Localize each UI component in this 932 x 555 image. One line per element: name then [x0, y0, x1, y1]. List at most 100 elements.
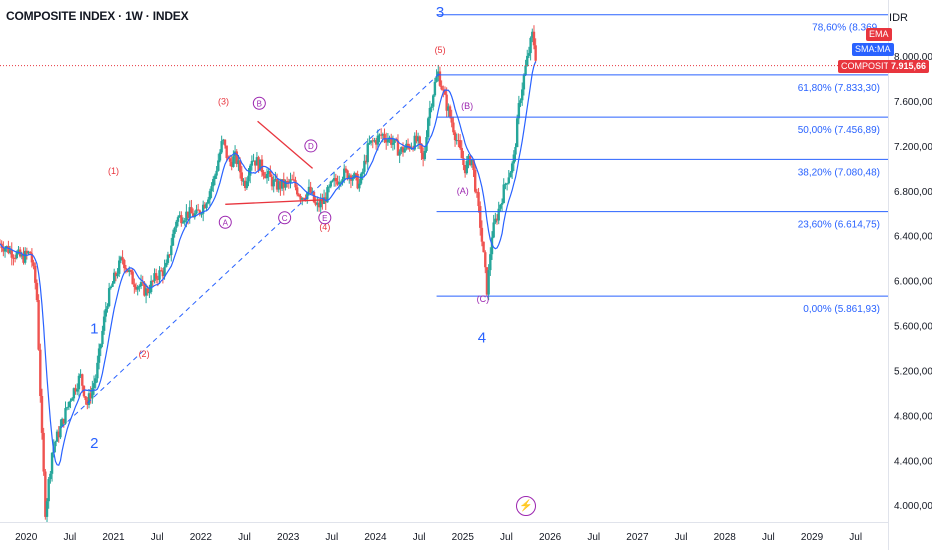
- candle-body: [458, 140, 462, 148]
- candle-body: [354, 173, 358, 175]
- candle-body: [215, 170, 218, 176]
- candle-body: [265, 174, 269, 179]
- candle-body: [91, 387, 94, 399]
- candle-body: [450, 116, 453, 123]
- candle-body: [386, 139, 390, 143]
- candle-body: [479, 206, 482, 228]
- candle-body: [337, 182, 341, 185]
- candle-body: [144, 288, 148, 296]
- candle-body: [20, 254, 24, 257]
- candle-body: [210, 186, 213, 192]
- candle-body: [218, 152, 222, 161]
- candle-body: [65, 407, 69, 409]
- candle-body: [359, 173, 363, 184]
- candle-body: [107, 288, 111, 307]
- candle-body: [96, 362, 99, 379]
- candle-body: [522, 75, 526, 90]
- candle-body: [327, 186, 331, 188]
- candle-body: [527, 53, 531, 56]
- candle-body: [29, 251, 32, 254]
- wave-circle-marker: [304, 139, 318, 153]
- candle-body: [312, 191, 316, 203]
- candle-body: [232, 156, 235, 167]
- candle-body: [243, 180, 247, 189]
- symbol-title[interactable]: COMPOSITE INDEX · 1W · INDEX: [6, 9, 189, 23]
- fib-level-label: 0,00% (5.861,93): [803, 304, 880, 315]
- wave-circle-marker: [318, 211, 332, 225]
- y-tick-label: 8.000,00: [894, 52, 932, 63]
- candle-body: [497, 208, 500, 221]
- lightning-icon[interactable]: ⚡: [516, 496, 536, 516]
- candle-body: [254, 160, 257, 166]
- candle-body: [170, 245, 173, 256]
- candle-body: [275, 178, 279, 190]
- candle-body: [432, 95, 435, 107]
- candle-body: [59, 426, 62, 438]
- wave-circle-marker: [218, 215, 232, 229]
- candle-body: [27, 251, 30, 254]
- candle-body: [468, 155, 472, 166]
- triangle-line: [225, 199, 324, 205]
- candle-body: [477, 192, 480, 207]
- candle-body: [37, 300, 40, 350]
- y-tick-label: 6.000,00: [894, 277, 932, 288]
- candle-body: [190, 207, 193, 214]
- candle-body: [223, 139, 227, 146]
- candle-body: [151, 280, 155, 282]
- candle-body: [368, 142, 371, 144]
- candle-body: [101, 330, 104, 345]
- candle-body: [304, 199, 307, 201]
- candle-body: [255, 157, 259, 166]
- candle-body: [247, 175, 250, 182]
- candle-body: [129, 270, 133, 272]
- candle-body: [186, 211, 190, 218]
- x-tick-label: 2020: [15, 532, 38, 543]
- candle-body: [413, 135, 416, 150]
- candle-body: [121, 257, 124, 261]
- candle-body: [517, 103, 521, 119]
- candle-body: [131, 271, 134, 285]
- candle-body: [128, 270, 131, 272]
- candle-body: [62, 418, 66, 424]
- candle-body: [222, 139, 225, 142]
- candle-body: [447, 106, 450, 111]
- x-tick-label: Jul: [849, 532, 862, 543]
- candle-body: [252, 160, 255, 162]
- wave-label-minor: (3): [218, 96, 229, 106]
- wave-label-minor: (4): [319, 222, 330, 232]
- candle-body: [171, 233, 175, 246]
- candle-body: [12, 257, 15, 259]
- candle-body: [385, 138, 388, 143]
- candle-body: [426, 118, 430, 138]
- candle-body: [233, 151, 237, 157]
- currency-label[interactable]: IDR: [889, 12, 908, 24]
- composite-value-tag: 7.915,66: [888, 60, 930, 73]
- candle-body: [49, 473, 52, 480]
- candle-body: [159, 270, 163, 272]
- candle-body: [69, 400, 72, 402]
- candle-body: [319, 200, 322, 208]
- x-tick-label: Jul: [675, 532, 688, 543]
- candle-body: [136, 286, 139, 290]
- fib-level-label: 61,80% (7.833,30): [798, 83, 880, 94]
- candle-body: [504, 183, 507, 185]
- candle-body: [23, 250, 27, 263]
- candle-body: [272, 180, 275, 187]
- candle-body: [208, 191, 212, 200]
- candle-body: [30, 253, 34, 263]
- candle-body: [467, 155, 470, 162]
- candle-body: [55, 431, 59, 442]
- candle-body: [470, 159, 474, 166]
- candle-body: [207, 199, 210, 204]
- candle-body: [133, 284, 136, 287]
- candle-body: [473, 170, 477, 192]
- candle-body: [509, 172, 512, 178]
- candle-body: [2, 248, 5, 252]
- candle-body: [284, 181, 287, 188]
- candle-body: [280, 179, 284, 189]
- candle-body: [438, 71, 442, 86]
- x-tick-label: Jul: [325, 532, 338, 543]
- candle-body: [484, 252, 487, 268]
